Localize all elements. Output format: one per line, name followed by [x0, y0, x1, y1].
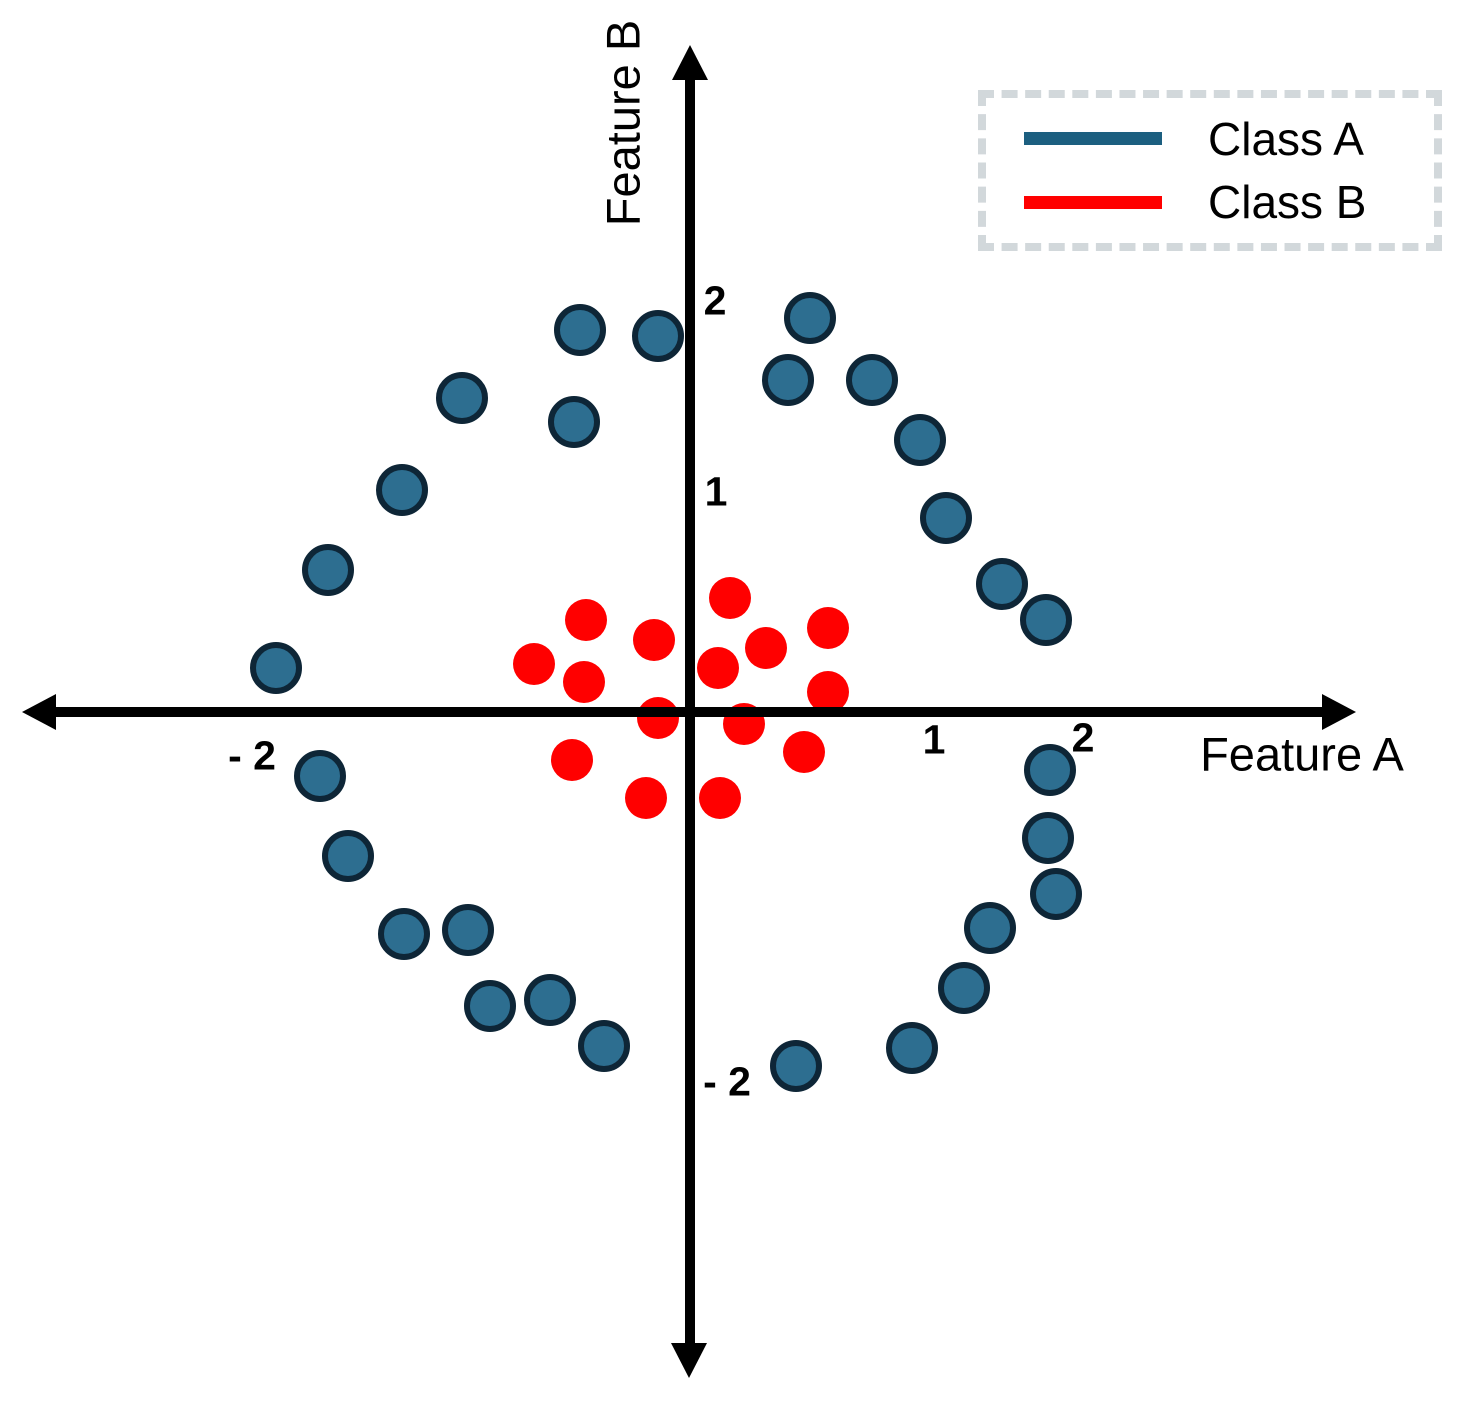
class-a-swatch [1024, 132, 1162, 146]
y-tick-1: 1 [704, 468, 728, 515]
class-b-point [709, 577, 751, 619]
class-a-point [938, 962, 990, 1014]
class-b-point [625, 777, 667, 819]
axes-group [22, 45, 1356, 1378]
class-a-point [376, 464, 428, 516]
legend-label-class-a: Class A [1208, 112, 1364, 165]
class-a-point [578, 1020, 630, 1072]
class-b-point [783, 731, 825, 773]
x-axis-title: Feature A [1200, 727, 1404, 781]
class-a-point [302, 544, 354, 596]
class-a-point [250, 642, 302, 694]
y-axis-arrow-bottom-icon [671, 1343, 707, 1378]
class-a-point [886, 1022, 938, 1074]
class-b-point [807, 671, 849, 713]
class-a-point [1022, 812, 1074, 864]
legend-row-class-a: Class A [1024, 116, 1434, 162]
class-a-point [976, 558, 1028, 610]
legend: Class A Class B [978, 90, 1442, 251]
class-a-point [1020, 594, 1072, 646]
y-axis-arrow-top-icon [672, 45, 708, 80]
class-a-point [762, 354, 814, 406]
class-a-points-group [250, 292, 1082, 1092]
x-tick-2: 2 [1071, 714, 1095, 761]
class-a-point [894, 414, 946, 466]
class-b-point [551, 739, 593, 781]
class-a-point [1024, 744, 1076, 796]
x-tick-neg-2: - 2 [228, 732, 276, 779]
class-b-point [633, 619, 675, 661]
y-tick-2: 2 [703, 277, 727, 324]
class-b-point [565, 599, 607, 641]
x-axis-arrow-left-icon [22, 694, 56, 730]
class-b-points-group [513, 577, 849, 819]
class-a-point [632, 310, 684, 362]
class-a-point [964, 902, 1016, 954]
class-a-point [846, 354, 898, 406]
class-a-point [464, 980, 516, 1032]
class-a-point [784, 292, 836, 344]
y-axis-title: Feature B [596, 19, 650, 227]
class-b-swatch [1024, 195, 1162, 209]
class-a-point [436, 372, 488, 424]
x-tick-1: 1 [922, 716, 946, 763]
class-b-point [807, 607, 849, 649]
class-b-point [745, 627, 787, 669]
class-b-point [637, 697, 679, 739]
class-a-point [442, 904, 494, 956]
y-tick-neg-2: - 2 [703, 1058, 751, 1105]
x-axis-arrow-right-icon [1322, 694, 1356, 730]
class-a-point [548, 396, 600, 448]
class-b-point [697, 647, 739, 689]
class-a-point [322, 830, 374, 882]
class-a-point [920, 492, 972, 544]
class-a-point [1030, 868, 1082, 920]
class-a-point [378, 908, 430, 960]
class-a-point [554, 304, 606, 356]
legend-label-class-b: Class B [1208, 176, 1367, 229]
legend-row-class-b: Class B [1024, 179, 1434, 225]
class-b-point [563, 661, 605, 703]
class-b-point [699, 777, 741, 819]
class-a-point [770, 1040, 822, 1092]
class-a-point [294, 750, 346, 802]
class-b-point [513, 643, 555, 685]
class-a-point [524, 974, 576, 1026]
